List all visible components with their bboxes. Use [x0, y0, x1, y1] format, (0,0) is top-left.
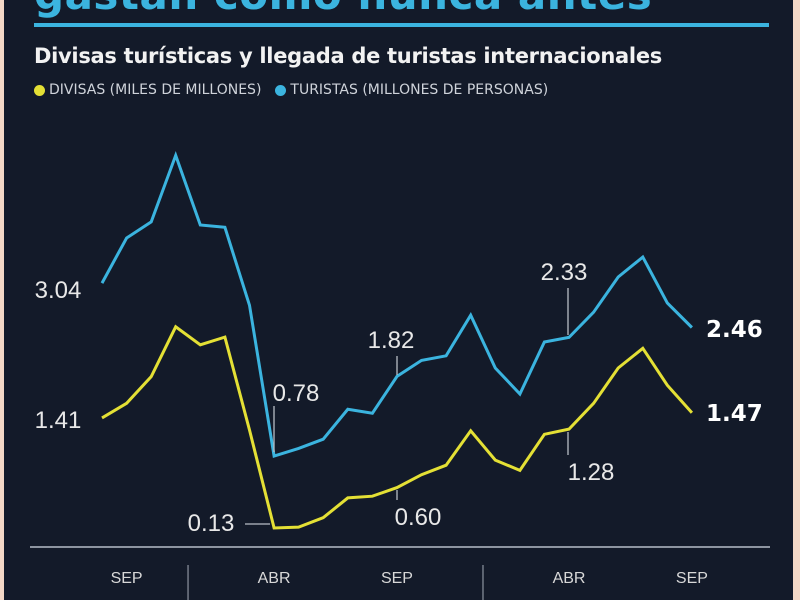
x-tick-label: ABR [553, 570, 586, 587]
infographic-panel: gastan como nunca antes Divisas turístic… [4, 0, 793, 600]
data-label: 0.13 [188, 510, 235, 537]
yellow-dot-icon [34, 84, 45, 96]
x-tick-label: ABR [258, 570, 291, 587]
legend-item-turistas: TURISTAS (MILLONES DE PERSONAS) [275, 82, 548, 98]
legend-label-divisas: DIVISAS (MILES DE MILLONES) [49, 82, 262, 98]
data-label: 2.46 [706, 317, 763, 343]
data-label: 2.33 [541, 259, 588, 286]
data-label: 3.04 [35, 277, 82, 304]
data-label: 0.60 [395, 504, 442, 531]
x-tick-label: SEP [381, 570, 413, 587]
blue-dot-icon [275, 84, 287, 96]
data-label: 1.41 [35, 407, 82, 434]
legend-label-turistas: TURISTAS (MILLONES DE PERSONAS) [290, 82, 549, 98]
headline: gastan como nunca antes [34, 0, 652, 19]
data-label: 0.78 [273, 380, 320, 407]
legend-item-divisas: DIVISAS (MILES DE MILLONES) [34, 82, 261, 98]
x-tick-label: SEP [111, 570, 143, 587]
data-label: 1.82 [368, 327, 415, 354]
series-line-turistas [100, 150, 693, 458]
title-rule [34, 23, 769, 27]
chart-title: Divisas turísticas y llegada de turistas… [34, 44, 662, 68]
data-label: 1.28 [568, 459, 615, 486]
x-tick-label: SEP [676, 570, 708, 587]
data-label: 1.47 [706, 401, 763, 427]
legend: DIVISAS (MILES DE MILLONES) TURISTAS (MI… [34, 82, 548, 98]
